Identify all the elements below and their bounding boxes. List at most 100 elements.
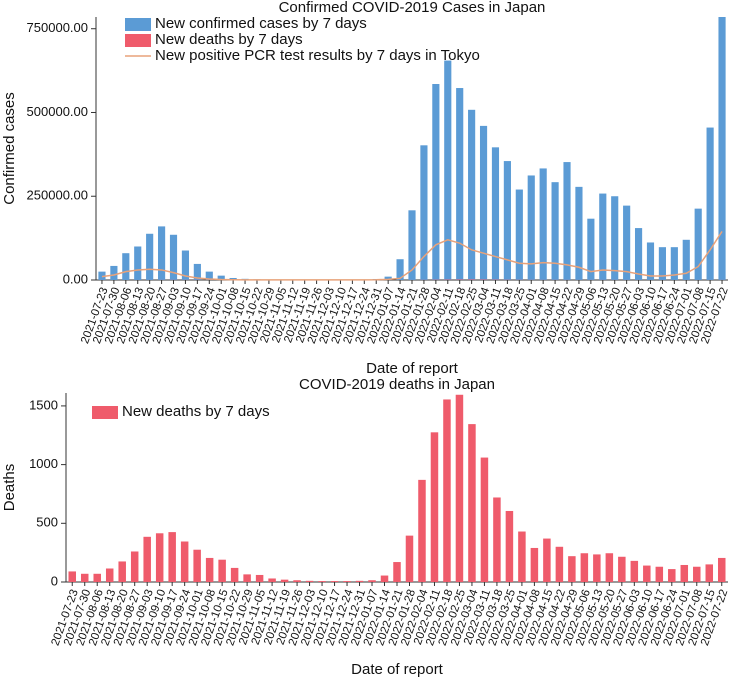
y-tick-label: 1000 — [29, 456, 58, 471]
bar — [555, 546, 564, 582]
y-tick-label: 500 — [36, 515, 58, 530]
bar — [105, 568, 114, 582]
bar — [343, 581, 351, 582]
y-tick-label: 0 — [51, 573, 58, 588]
legend-swatch — [92, 406, 118, 419]
bar — [193, 549, 201, 582]
bar — [643, 565, 651, 582]
bar — [155, 533, 164, 582]
bar — [630, 560, 639, 582]
y-tick-label: 750000.00 — [27, 20, 88, 35]
bar — [418, 479, 426, 582]
panel: Confirmed COVID-2019 Cases in Japan Date … — [1, 0, 731, 377]
y-tick-label: 1500 — [29, 397, 58, 412]
bar — [180, 541, 189, 582]
legend-swatch — [125, 34, 151, 47]
bar — [491, 147, 500, 280]
bar — [432, 84, 440, 280]
bar — [682, 239, 690, 280]
panel: COVID-2019 deaths in Japan Date of report… — [1, 376, 730, 678]
bar — [217, 275, 225, 280]
bar — [605, 553, 614, 582]
bar — [718, 17, 726, 280]
bar — [568, 556, 576, 582]
y-tick-label: 250000.00 — [27, 188, 88, 203]
bar — [193, 263, 201, 280]
legend-label: New confirmed cases by 7 days — [155, 15, 367, 32]
bar — [230, 567, 239, 582]
bar — [634, 228, 643, 280]
bar — [706, 127, 714, 280]
y-tick-label: 0.00 — [63, 271, 88, 286]
legend-label: New positive PCR test results by 7 days … — [155, 47, 480, 64]
bar — [618, 556, 626, 582]
bar — [468, 279, 476, 280]
bar — [110, 265, 118, 280]
bar — [468, 109, 476, 280]
bar — [444, 60, 452, 281]
bar — [158, 226, 166, 280]
bar — [355, 580, 364, 582]
bar — [430, 432, 439, 582]
bar — [93, 573, 101, 582]
bar — [456, 88, 464, 280]
bar — [268, 578, 276, 582]
bar — [396, 259, 404, 280]
bar — [655, 566, 664, 582]
legend-swatch — [125, 18, 151, 31]
bar — [646, 242, 655, 280]
bar — [405, 535, 414, 582]
bar — [384, 276, 392, 280]
legend-label: New deaths by 7 days — [155, 31, 303, 48]
bar — [530, 547, 539, 582]
bar — [693, 566, 701, 582]
bar — [539, 168, 547, 280]
bar — [527, 175, 535, 280]
bar — [68, 571, 76, 582]
bar — [587, 218, 595, 280]
bar — [122, 253, 130, 280]
bar — [694, 208, 702, 280]
bar — [611, 196, 619, 280]
bar — [503, 161, 511, 280]
y-axis-label: Deaths — [1, 464, 18, 512]
x-axis-label: Date of report — [366, 360, 459, 377]
bar — [380, 575, 389, 582]
bar — [169, 234, 178, 280]
bar — [518, 531, 526, 582]
y-axis-label: Confirmed cases — [1, 92, 18, 205]
bar — [181, 250, 190, 280]
bar — [443, 399, 451, 582]
bar — [668, 569, 676, 582]
line — [101, 231, 723, 281]
bar — [305, 580, 314, 582]
bar — [670, 247, 678, 280]
chart-title: Confirmed COVID-2019 Cases in Japan — [279, 0, 546, 16]
bar — [543, 538, 551, 582]
bar — [479, 125, 488, 281]
bar — [580, 553, 589, 582]
x-axis-label: Date of report — [351, 661, 444, 678]
bar — [293, 580, 301, 582]
bar — [575, 186, 583, 280]
bar — [563, 162, 571, 280]
bar — [505, 510, 514, 582]
bar — [623, 205, 631, 280]
bar — [393, 562, 401, 582]
bar — [480, 457, 489, 582]
bar — [456, 279, 464, 280]
y-tick-label: 500000.00 — [27, 104, 88, 119]
chart-title: COVID-2019 deaths in Japan — [299, 376, 495, 393]
bar — [146, 233, 154, 280]
bar — [255, 574, 264, 582]
bar — [515, 189, 523, 280]
bar — [118, 561, 126, 582]
bar — [80, 573, 89, 582]
bar — [330, 581, 339, 582]
bar — [718, 557, 726, 582]
bar — [98, 271, 106, 280]
bar — [130, 551, 139, 582]
bar — [551, 182, 559, 280]
bar — [658, 247, 666, 280]
